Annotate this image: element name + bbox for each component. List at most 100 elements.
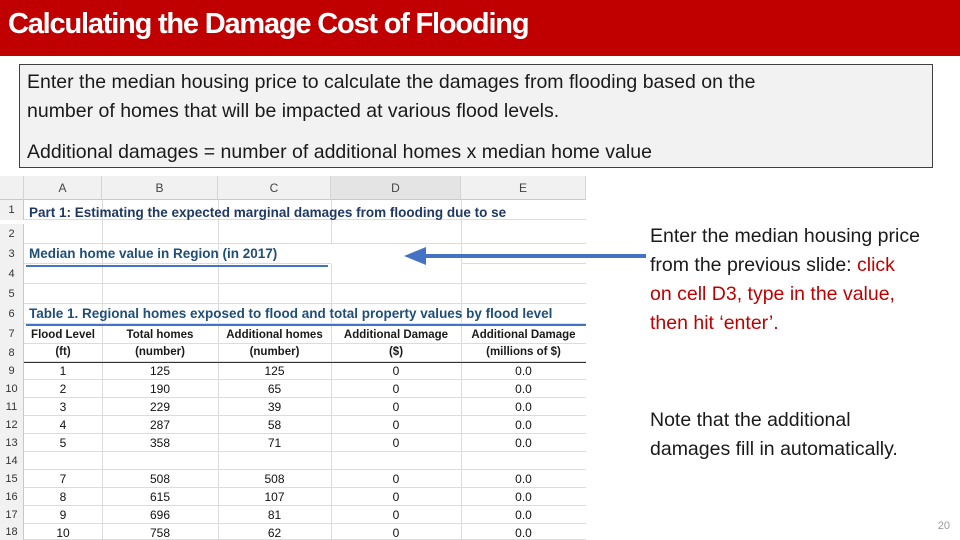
header-additional-damage-millions[interactable]: Additional Damage: [471, 329, 576, 341]
row-number[interactable]: 12: [0, 416, 24, 434]
unit-total-homes[interactable]: (number): [135, 346, 185, 358]
table-cell-total[interactable]: 696: [149, 508, 171, 522]
table-cell-millions[interactable]: 0.0: [515, 490, 532, 504]
table-cell-damage[interactable]: 0: [392, 472, 400, 486]
table-cell-additional[interactable]: 62: [267, 526, 282, 540]
row-number[interactable]: 17: [0, 506, 24, 524]
row-number[interactable]: 14: [0, 452, 24, 470]
table-cell-total[interactable]: 229: [149, 400, 171, 414]
table-cell-flood[interactable]: 1: [59, 364, 67, 378]
table-cell-additional[interactable]: 107: [264, 490, 285, 504]
row-number[interactable]: 18: [0, 524, 24, 540]
gridline-row: [24, 433, 586, 434]
instruction-step: Enter the median housing price from the …: [650, 222, 920, 338]
header-flood-level[interactable]: Flood Level: [31, 329, 95, 341]
row-number[interactable]: 15: [0, 470, 24, 488]
table-cell-damage[interactable]: 0: [392, 382, 400, 396]
gridline-row: [24, 303, 586, 304]
table-cell-additional[interactable]: 39: [267, 400, 282, 414]
column-header-a[interactable]: A: [24, 176, 102, 200]
table-cell-flood[interactable]: 3: [59, 400, 67, 414]
table-cell-additional[interactable]: 65: [267, 382, 282, 396]
table-cell-millions[interactable]: 0.0: [515, 364, 532, 378]
table-cell-flood[interactable]: 2: [59, 382, 67, 396]
row-number[interactable]: 3: [0, 244, 24, 264]
table-cell-damage[interactable]: 0: [392, 490, 400, 504]
unit-flood-level[interactable]: (ft): [55, 346, 71, 358]
table-cell-flood[interactable]: 7: [59, 472, 67, 486]
table-cell-damage[interactable]: 0: [392, 436, 400, 450]
part-title-cell[interactable]: Part 1: Estimating the expected marginal…: [29, 205, 507, 220]
header-additional-damage[interactable]: Additional Damage: [343, 329, 449, 341]
median-underline: [26, 265, 328, 267]
table-cell-total[interactable]: 358: [149, 436, 171, 450]
row-number[interactable]: 10: [0, 380, 24, 398]
row-number[interactable]: 4: [0, 264, 24, 284]
unit-additional-damage[interactable]: ($): [388, 346, 404, 358]
row-number[interactable]: 2: [0, 224, 24, 244]
table-title-cell[interactable]: Table 1. Regional homes exposed to flood…: [29, 306, 553, 321]
table-cell-total[interactable]: 758: [149, 526, 171, 540]
row-number[interactable]: 13: [0, 434, 24, 452]
gridline-row: [24, 415, 586, 416]
row-number[interactable]: 11: [0, 398, 24, 416]
table-cell-millions[interactable]: 0.0: [515, 400, 532, 414]
table-cell-millions[interactable]: 0.0: [515, 436, 532, 450]
table-cell-additional[interactable]: 58: [267, 418, 282, 432]
table-cell-millions[interactable]: 0.0: [515, 526, 532, 540]
select-all-corner[interactable]: [0, 176, 24, 200]
column-header-b[interactable]: B: [102, 176, 218, 200]
column-header-d[interactable]: D: [331, 176, 461, 200]
table-cell-millions[interactable]: 0.0: [515, 472, 532, 486]
table-cell-millions[interactable]: 0.0: [515, 508, 532, 522]
table-cell-total[interactable]: 615: [149, 490, 171, 504]
table-cell-additional[interactable]: 81: [267, 508, 282, 522]
table-cell-additional[interactable]: 508: [264, 472, 285, 486]
header-additional-homes[interactable]: Additional homes: [226, 329, 323, 341]
unit-additional-homes[interactable]: (number): [249, 346, 300, 358]
table-cell-damage[interactable]: 0: [392, 526, 400, 540]
cell-d3[interactable]: [331, 244, 461, 264]
formula-text: Additional damages = number of additiona…: [27, 141, 652, 163]
table-cell-flood[interactable]: 5: [59, 436, 67, 450]
row-number[interactable]: 1: [0, 200, 24, 220]
gridline-row: [24, 505, 586, 506]
gridline-row: [24, 323, 586, 324]
table-cell-millions[interactable]: 0.0: [515, 418, 532, 432]
row-number[interactable]: 5: [0, 284, 24, 304]
table-cell-flood[interactable]: 8: [59, 490, 67, 504]
spreadsheet[interactable]: A B C D E 1 2 3 4 5 6 7 8 9 10 11 12 13 14 15 16 17 18 Pa…: [0, 176, 586, 540]
table-cell-flood[interactable]: 4: [59, 418, 67, 432]
table-cell-damage[interactable]: 0: [392, 508, 400, 522]
unit-additional-damage-millions[interactable]: (millions of $): [486, 346, 561, 358]
row-number[interactable]: 7: [0, 324, 24, 344]
table-cell-total[interactable]: 190: [149, 382, 171, 396]
table-cell-damage[interactable]: 0: [392, 364, 400, 378]
table-cell-damage[interactable]: 0: [392, 400, 400, 414]
table-cell-total[interactable]: 287: [149, 418, 171, 432]
column-header-c[interactable]: C: [218, 176, 331, 200]
row-number[interactable]: 8: [0, 344, 24, 362]
gridline-row: [24, 523, 586, 524]
table-cell-flood[interactable]: 9: [59, 508, 67, 522]
row-number[interactable]: 9: [0, 362, 24, 380]
header-total-homes[interactable]: Total homes: [126, 329, 194, 341]
row-number[interactable]: 16: [0, 488, 24, 506]
gridline-col-e: [461, 200, 462, 540]
gridline-row: [24, 451, 586, 452]
table-cell-total[interactable]: 508: [149, 472, 171, 486]
instruction-line-2: number of homes that will be impacted at…: [27, 100, 560, 122]
row-number[interactable]: 6: [0, 304, 24, 324]
column-header-e[interactable]: E: [461, 176, 586, 200]
gridline-col-d: [331, 200, 332, 540]
table-cell-additional[interactable]: 71: [267, 436, 282, 450]
table-cell-flood[interactable]: 10: [56, 526, 70, 540]
header-bottom-border: [24, 362, 586, 363]
table-cell-total[interactable]: 125: [149, 364, 171, 378]
median-label-cell[interactable]: Median home value in Region (in 2017): [29, 246, 278, 261]
table-cell-additional[interactable]: 125: [264, 364, 285, 378]
gridline-row: [24, 487, 586, 488]
table-cell-millions[interactable]: 0.0: [515, 382, 532, 396]
table-cell-damage[interactable]: 0: [392, 418, 400, 432]
gridline-row: [24, 379, 586, 380]
